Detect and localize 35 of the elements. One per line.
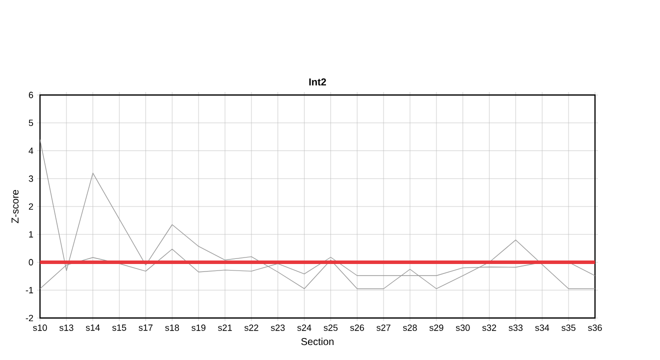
x-tick-label: s35 — [562, 324, 576, 331]
y-tick-label: 0 — [28, 259, 34, 266]
x-tick-label: s33 — [508, 324, 523, 331]
x-tick-label: s22 — [244, 324, 258, 331]
line-series — [40, 139, 596, 290]
y-tick-label: -1 — [26, 287, 34, 294]
y-axis-title: Z-score — [12, 190, 19, 224]
y-tick-label: 1 — [29, 231, 34, 238]
x-tick-label: s19 — [192, 324, 206, 331]
x-tick-label: s34 — [535, 324, 550, 331]
x-tick-label: s18 — [165, 324, 180, 331]
x-tick-label: s21 — [218, 324, 232, 331]
y-tick-label: 6 — [28, 92, 34, 98]
x-tick-label: s23 — [270, 324, 285, 331]
x-tick-label: s15 — [112, 324, 126, 331]
y-tick-label: 5 — [28, 120, 34, 126]
x-tick-label: s30 — [456, 324, 470, 331]
x-tick-label: s28 — [403, 324, 417, 331]
x-tick-label: s10 — [33, 324, 47, 331]
y-tick-label: 3 — [28, 175, 34, 182]
x-tick-label: s25 — [324, 324, 338, 331]
x-tick-label: s13 — [59, 324, 74, 331]
x-tick-label: s36 — [588, 324, 602, 331]
x-tick-label: s17 — [138, 324, 153, 331]
y-tick-label: 4 — [28, 148, 34, 154]
x-tick-label: s26 — [350, 324, 364, 331]
x-tick-label: s29 — [429, 324, 444, 331]
x-axis-title: Section — [301, 338, 334, 346]
x-tick-label: s32 — [482, 324, 496, 331]
y-tick-label: -2 — [26, 314, 34, 322]
x-tick-label: s24 — [297, 324, 312, 331]
x-tick-label: s14 — [86, 324, 100, 331]
x-tick-label: s27 — [376, 324, 390, 331]
chart-title: Int2 — [309, 78, 326, 86]
y-tick-label: 2 — [28, 203, 34, 210]
